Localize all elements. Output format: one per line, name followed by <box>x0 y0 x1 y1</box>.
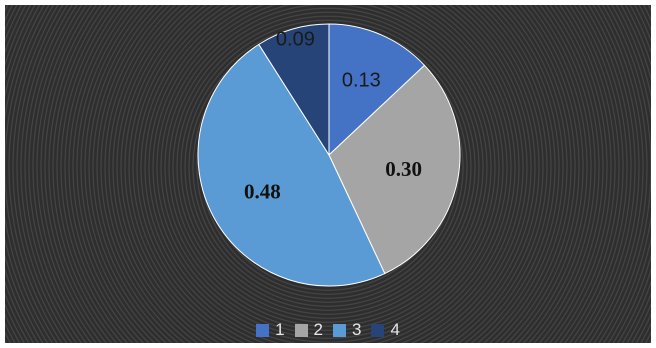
legend-swatch-3 <box>333 323 346 337</box>
legend-label-1: 1 <box>275 320 285 339</box>
data-label-2: 0.30 <box>385 157 422 181</box>
legend-label-3: 3 <box>352 320 362 339</box>
pie-slice-2 <box>328 64 461 275</box>
pie-chart: 0.13 0.30 0.48 0.09 <box>197 23 461 287</box>
legend-item-2: 2 <box>294 320 323 340</box>
data-label-4: 0.09 <box>276 28 315 50</box>
legend-item-4: 4 <box>371 320 400 340</box>
data-label-1: 0.13 <box>342 70 381 92</box>
legend-item-1: 1 <box>256 320 285 340</box>
legend-swatch-2 <box>294 323 308 337</box>
legend: 1 2 3 4 <box>5 319 651 341</box>
pie-slice-4 <box>258 23 330 157</box>
legend-label-4: 4 <box>390 320 400 339</box>
legend-swatch-1 <box>256 323 270 337</box>
data-label-3: 0.48 <box>244 180 281 204</box>
pie-slice-1 <box>328 23 426 157</box>
legend-label-2: 2 <box>313 320 323 339</box>
legend-swatch-4 <box>371 323 385 337</box>
legend-item-3: 3 <box>333 320 361 340</box>
chart-area: 0.13 0.30 0.48 0.09 1 2 3 4 <box>5 5 651 343</box>
pie-slice-3 <box>197 43 386 287</box>
